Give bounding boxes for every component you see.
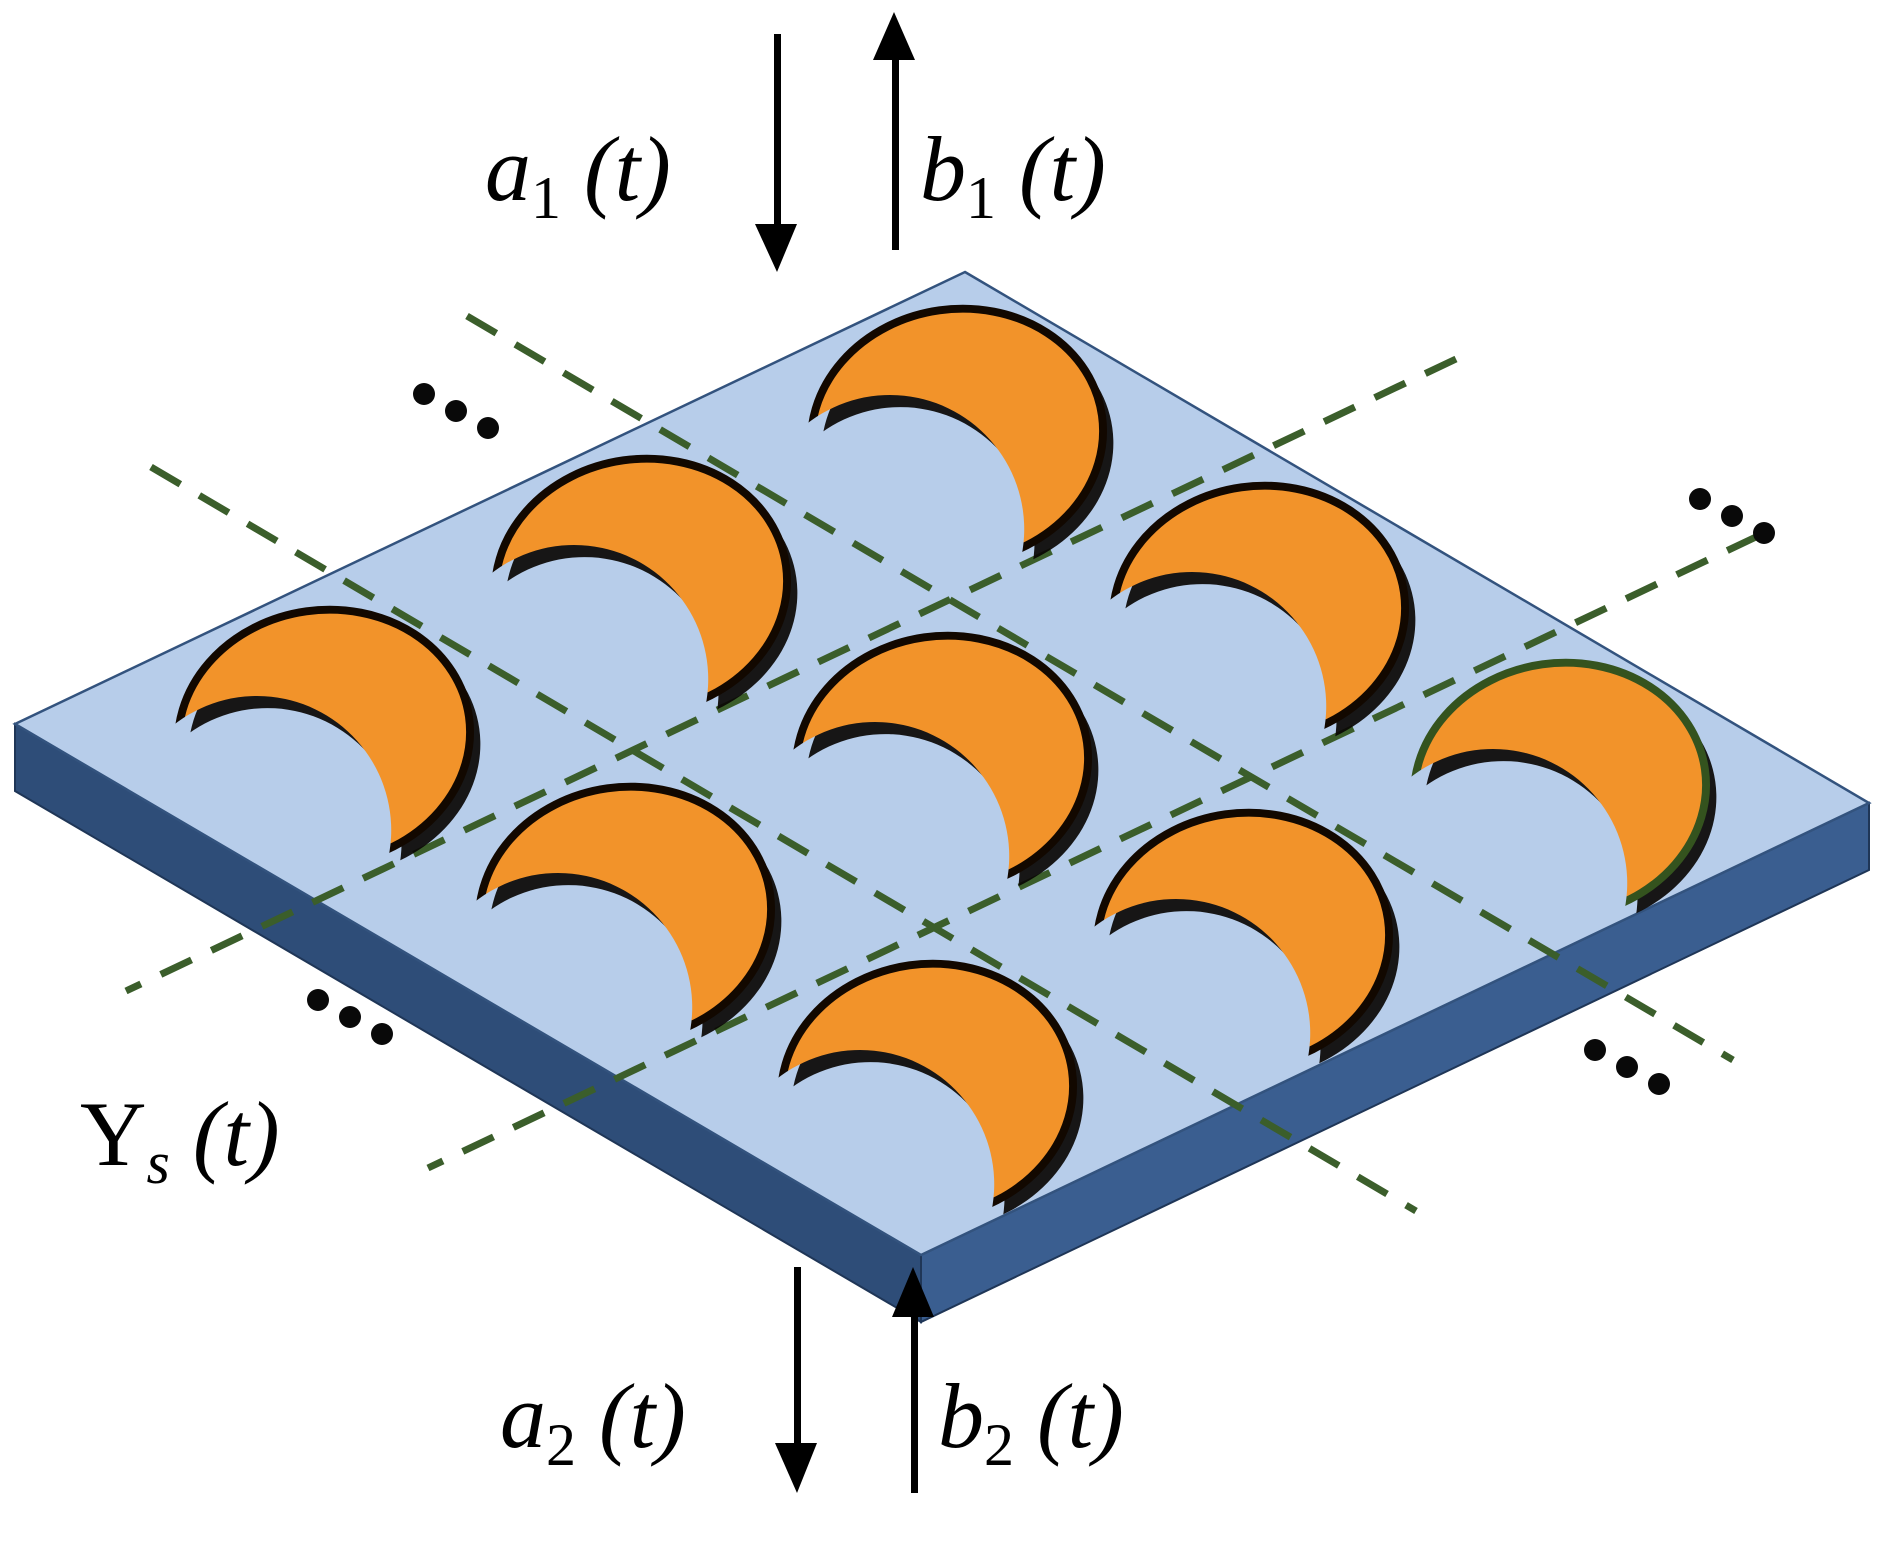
svg-text:Ys (t): Ys (t) <box>80 1083 280 1196</box>
svg-text:b2 (t): b2 (t) <box>938 1365 1124 1478</box>
svg-text:b1 (t): b1 (t) <box>920 118 1106 231</box>
svg-text:a2 (t): a2 (t) <box>500 1365 686 1478</box>
svg-text:a1 (t): a1 (t) <box>485 118 671 231</box>
